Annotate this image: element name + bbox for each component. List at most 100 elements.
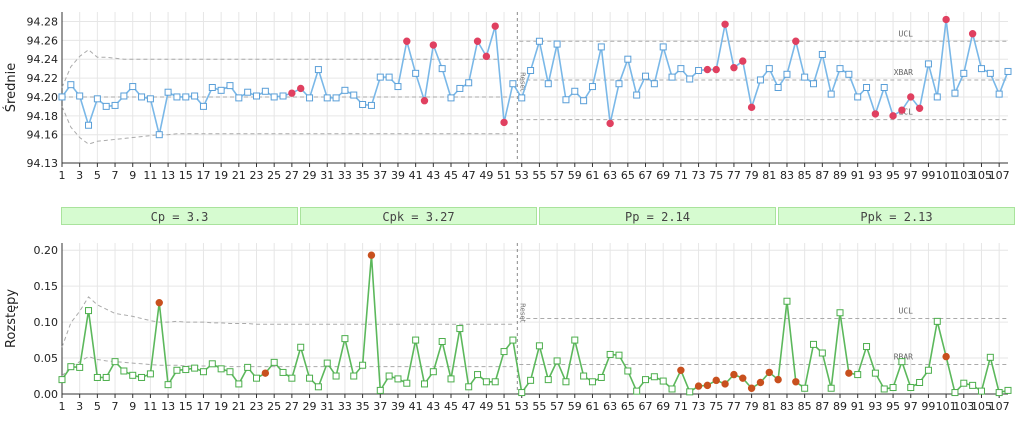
x-tick-label: 89 [833,169,847,182]
x-tick-label: 59 [568,400,582,413]
data-point [235,94,243,102]
y-tick-label: 0.10 [34,316,59,329]
data-point [394,375,402,383]
data-point [359,100,367,108]
x-tick-label: 83 [780,400,794,413]
x-tick-label: 69 [656,169,670,182]
x-tick-label: 99 [921,400,935,413]
data-point [58,376,66,384]
data-point [588,83,596,91]
violation-point [694,382,703,390]
x-tick-label: 39 [391,169,405,182]
data-point [270,358,278,366]
ranges-chart: 0.000.050.100.150.201 3 5 7 9 11 13 15 17 19 21 23 2… [4,243,1012,413]
data-point [969,381,977,389]
violation-point [792,378,800,386]
x-tick-label: 101 [936,400,957,413]
data-point [783,297,791,305]
data-point [102,102,110,110]
violation-point [968,30,977,38]
x-tick-label: 31 [320,169,334,182]
data-point [226,368,234,376]
data-point [482,378,490,386]
x-tick-label: 41 [409,169,423,182]
data-point [279,92,287,100]
data-point [677,65,685,73]
x-tick-label: 23 [250,400,264,413]
violation-point [739,57,747,65]
x-tick-label: 71 [674,400,688,413]
x-tick-label: 15 [179,400,193,413]
x-tick-label: 1 [59,169,66,182]
rbar-line-stage1 [61,356,513,377]
violation-point [155,298,163,307]
violation-point [288,89,296,97]
data-point [562,378,570,386]
data-point [76,363,84,371]
data-point [668,73,676,81]
data-point [898,358,906,366]
data-point [571,87,579,95]
data-point [827,90,835,98]
data-point [129,371,137,379]
data-point [367,101,375,109]
x-tick-label: 91 [851,169,865,182]
data-point [385,372,393,380]
data-point [173,366,181,374]
violation-point [774,375,782,384]
data-point [668,385,676,393]
y-axis-title: Średnie [3,63,19,112]
violation-point [730,370,738,379]
data-point [986,69,994,77]
violation-point [730,63,738,72]
data-point [571,336,579,344]
violation-point [765,368,773,377]
violation-point [712,376,720,385]
violation-point [367,251,376,259]
data-point [199,368,207,376]
y-tick-label: 94.24 [27,53,59,66]
data-point [226,82,234,90]
violation-point [261,369,270,377]
violation-point [473,37,482,45]
x-tick-label: 45 [444,400,458,413]
x-tick-label: 33 [338,169,352,182]
data-point [323,359,331,367]
data-point [695,67,703,75]
x-tick-label: 57 [550,400,564,413]
data-point [871,369,879,377]
data-point [642,376,650,384]
y-axis-title: Rozstępy [4,289,19,348]
violation-point [747,384,756,392]
data-point [527,67,535,75]
x-tick-label: 3 [76,169,83,182]
data-point [111,101,119,109]
data-point [527,376,535,384]
data-point [447,375,455,383]
y-tick-label: 0.20 [34,244,59,257]
data-point [155,131,163,139]
data-point [633,91,641,99]
data-point [491,378,499,386]
capability-index-box: Cpk = 3.27 [300,207,537,225]
data-point [863,343,871,351]
x-tick-label: 15 [179,169,193,182]
data-point [297,343,305,351]
data-point [385,73,393,81]
data-point [465,79,473,87]
data-point [995,389,1003,397]
data-point [809,340,817,348]
violation-point [889,112,897,120]
x-tick-label: 83 [780,169,794,182]
data-point [977,65,985,73]
x-tick-label: 19 [214,400,228,413]
violation-point [942,15,950,24]
x-tick-label: 105 [971,169,992,182]
x-tick-label: 37 [373,400,387,413]
violation-point [482,52,491,61]
x-tick-label: 79 [745,169,759,182]
x-tick-label: 25 [267,400,281,413]
violation-point [871,110,880,118]
data-point [951,389,959,397]
x-tick-label: 65 [621,400,635,413]
